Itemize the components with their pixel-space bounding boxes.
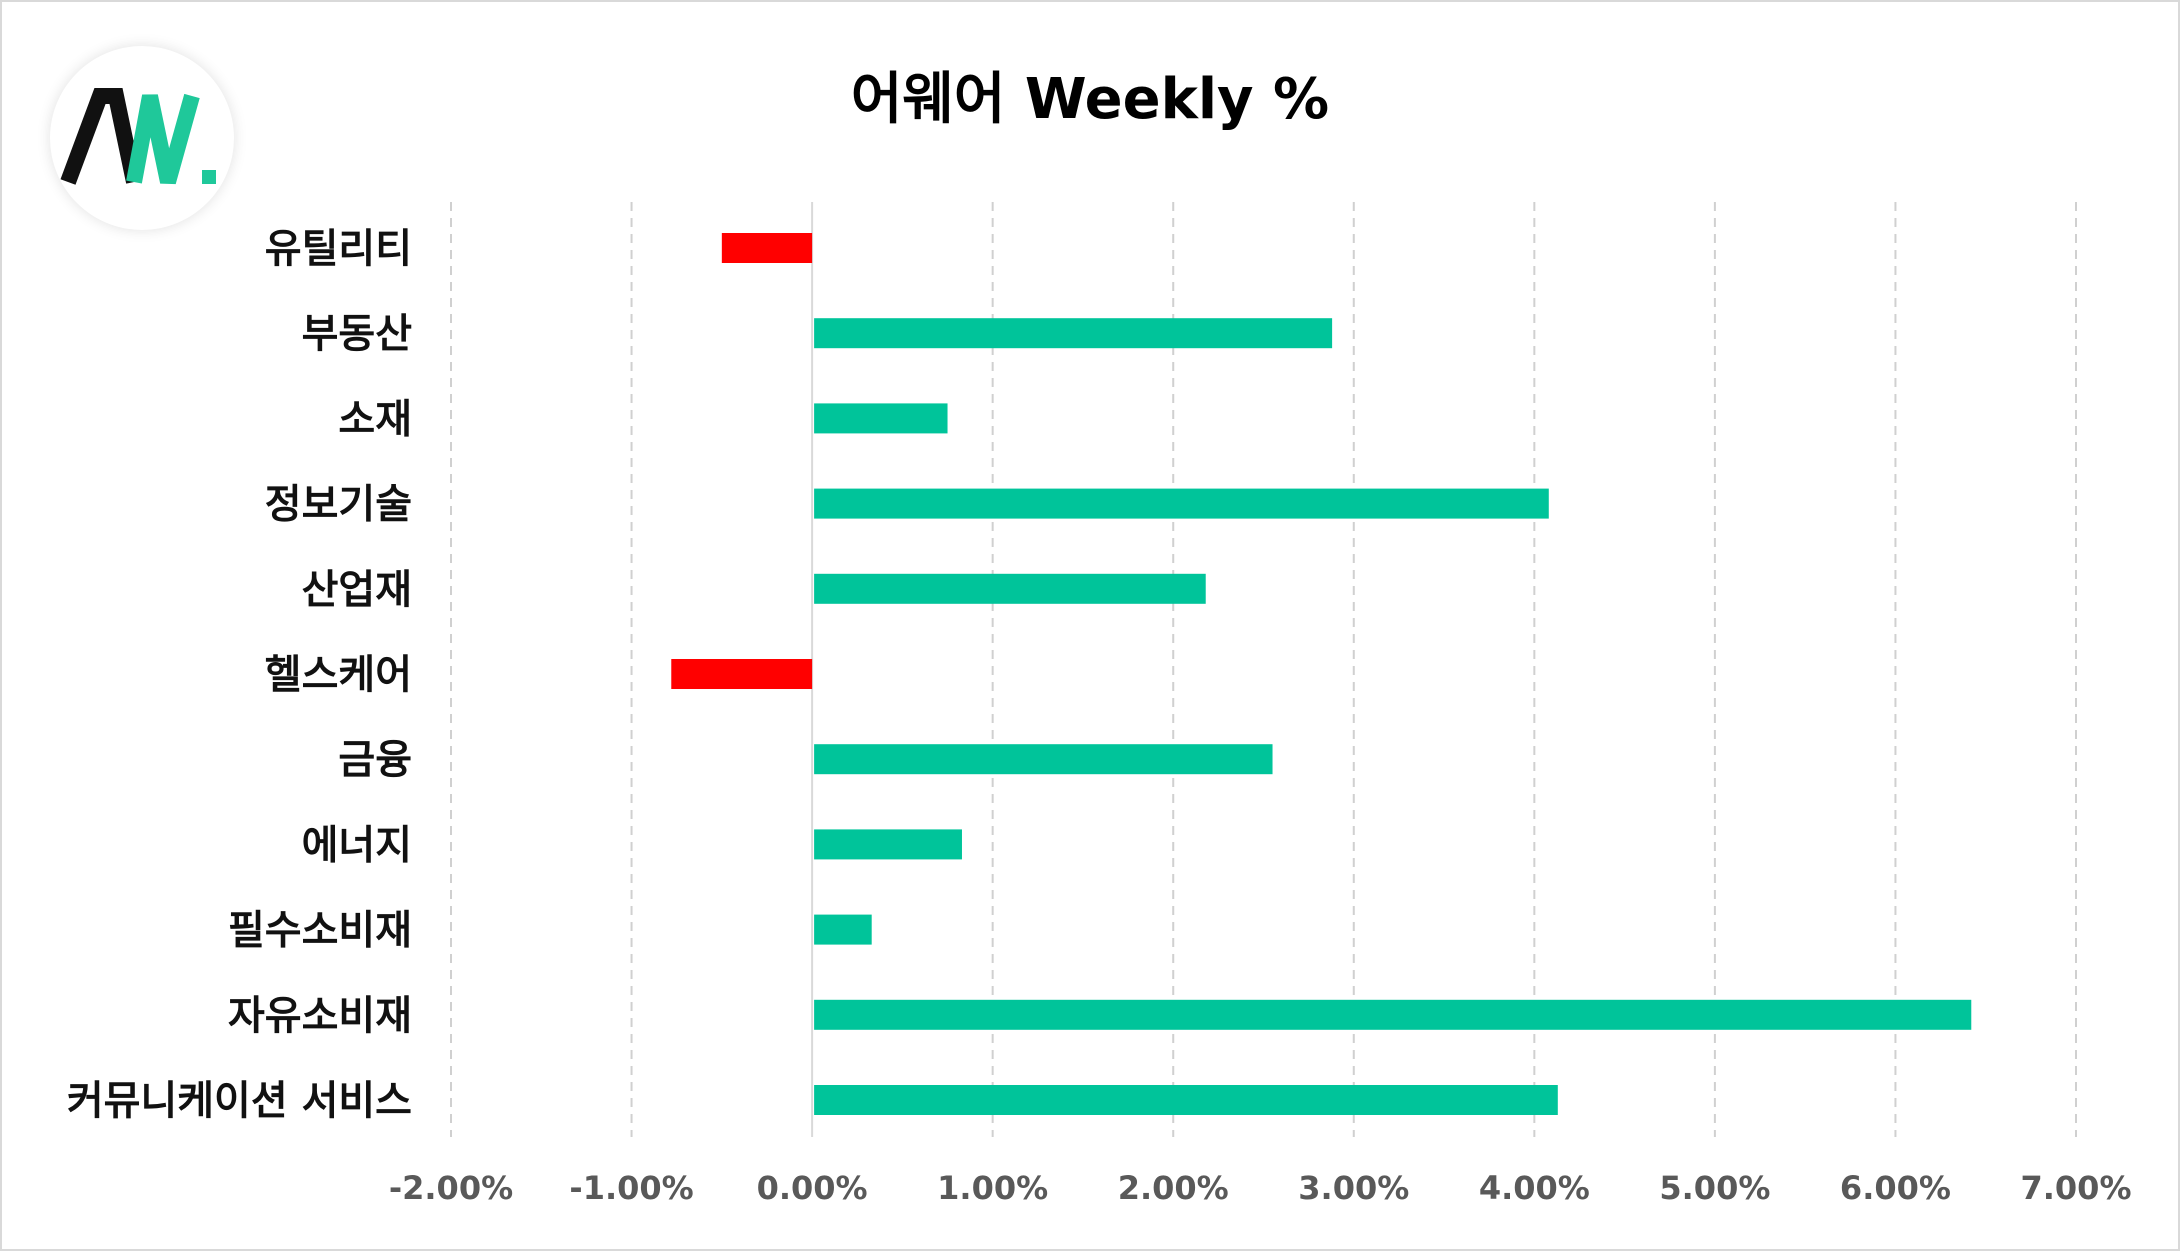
category-label: 유틸리티 — [265, 226, 412, 272]
chart-title: 어웨어 Weekly % — [850, 67, 1330, 132]
x-tick-label: 0.00% — [757, 1169, 868, 1207]
brand-logo — [50, 46, 234, 230]
category-label: 소재 — [338, 396, 412, 442]
bar — [721, 233, 813, 263]
bar — [814, 403, 948, 434]
bar — [814, 999, 1972, 1030]
category-label: 산업재 — [302, 567, 412, 613]
x-tick-label: 4.00% — [1479, 1169, 1590, 1207]
bar — [814, 318, 1333, 349]
x-tick-label: 3.00% — [1298, 1169, 1409, 1207]
x-tick-label: 2.00% — [1118, 1169, 1229, 1207]
category-label: 금융 — [338, 737, 412, 783]
bar — [814, 914, 872, 945]
x-tick-label: -1.00% — [569, 1169, 693, 1207]
x-tick-label: 7.00% — [2020, 1169, 2131, 1207]
x-tick-label: 5.00% — [1659, 1169, 1770, 1207]
x-tick-label: 6.00% — [1840, 1169, 1951, 1207]
category-label: 헬스케어 — [265, 652, 412, 698]
category-label: 부동산 — [302, 311, 413, 357]
category-label: 필수소비재 — [228, 908, 412, 954]
x-tick-label: -2.00% — [389, 1169, 513, 1207]
bar — [814, 829, 962, 860]
bar — [814, 1085, 1558, 1115]
bar — [671, 659, 813, 689]
category-label: 에너지 — [302, 822, 412, 868]
bar — [814, 488, 1549, 519]
category-label: 정보기술 — [265, 482, 412, 528]
category-label: 커뮤니케이션 서비스 — [67, 1078, 412, 1124]
bar — [814, 573, 1206, 604]
category-label: 자유소비재 — [228, 993, 412, 1039]
x-tick-label: 1.00% — [937, 1169, 1048, 1207]
bar — [814, 744, 1273, 775]
aw-logo-icon — [60, 88, 216, 185]
